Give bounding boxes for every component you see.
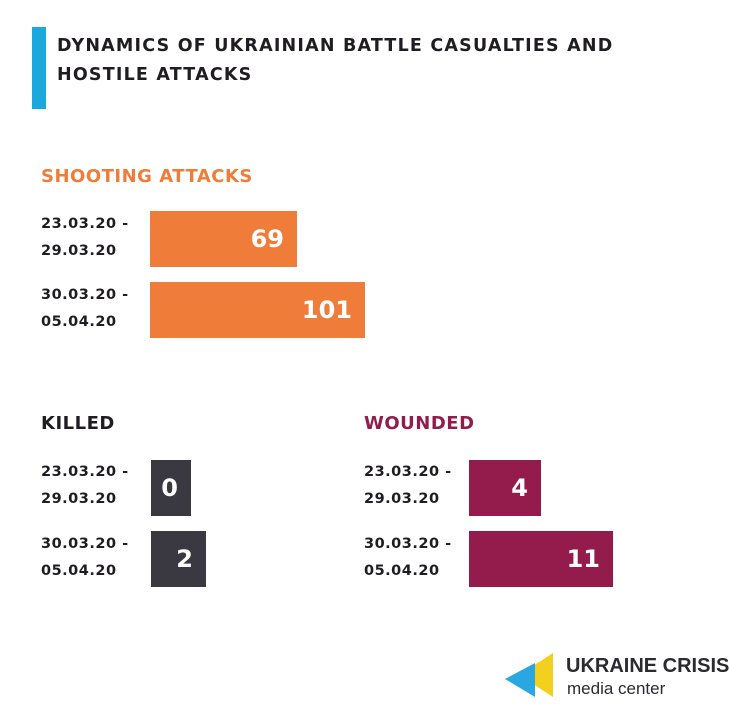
killed-title: KILLED	[41, 413, 115, 434]
shooting-bar-1-value: 69	[250, 225, 284, 253]
killed-bar-1: 0	[151, 460, 191, 516]
shooting-bar-1: 69	[150, 211, 297, 267]
wounded-bar-1: 4	[469, 460, 541, 516]
killed-bar-1-value: 0	[161, 474, 178, 502]
shooting-date-label-1: 23.03.20 - 29.03.20	[41, 216, 129, 259]
killed-bar-2: 2	[151, 531, 206, 587]
shooting-attacks-title: SHOOTING ATTACKS	[41, 166, 253, 187]
wounded-bar-1-value: 4	[511, 474, 528, 502]
shooting-bar-2: 101	[150, 282, 365, 338]
wounded-bar-2: 11	[469, 531, 613, 587]
title-accent-bar	[32, 27, 46, 109]
killed-date-label-2: 30.03.20 - 05.04.20	[41, 536, 129, 579]
wounded-title: WOUNDED	[364, 413, 475, 434]
logo-title: UKRAINE CRISIS	[566, 655, 730, 677]
killed-date-label-1: 23.03.20 - 29.03.20	[41, 464, 129, 507]
wounded-date-label-1: 23.03.20 - 29.03.20	[364, 464, 452, 507]
ukraine-crisis-logo-icon	[505, 653, 553, 697]
shooting-date-label-2: 30.03.20 - 05.04.20	[41, 287, 129, 330]
killed-bar-2-value: 2	[176, 545, 193, 573]
wounded-date-label-2: 30.03.20 - 05.04.20	[364, 536, 452, 579]
logo-blue-shape	[505, 663, 535, 697]
logo-yellow-shape	[519, 653, 553, 697]
page-title: DYNAMICS OF UKRAINIAN BATTLE CASUALTIES …	[57, 36, 614, 85]
shooting-bar-2-value: 101	[301, 296, 352, 324]
logo-subtitle: media center	[567, 679, 666, 698]
wounded-bar-2-value: 11	[566, 545, 600, 573]
